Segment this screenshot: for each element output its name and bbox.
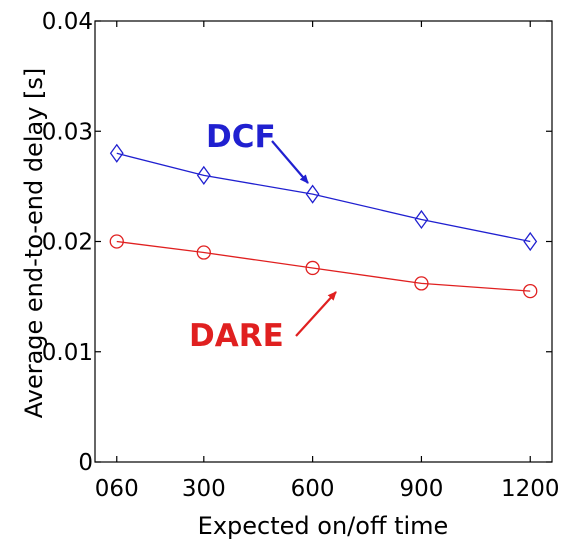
x-tick-label: 060	[95, 476, 139, 502]
plot-frame	[94, 20, 553, 463]
x-tick-label: 300	[182, 476, 226, 502]
series-line-dcf	[116, 152, 531, 243]
axes: 0 0.01 0.02 0.03 0.04 060 300 600 900 1200	[42, 9, 560, 502]
series-line-dare	[116, 240, 531, 292]
x-tick-label: 600	[291, 476, 335, 502]
y-tick-label: 0.02	[42, 230, 93, 256]
x-tick-label: 900	[399, 476, 443, 502]
data-point-dcf	[414, 209, 429, 230]
series-layer	[109, 143, 538, 299]
data-point-dare	[414, 276, 429, 291]
data-point-dcf	[109, 143, 124, 163]
y-tick-label: 0	[78, 450, 93, 476]
plot-area	[94, 20, 553, 463]
data-point-dare	[523, 283, 538, 299]
x-tick-label: 1200	[501, 476, 560, 502]
y-tick-label: 0.04	[42, 9, 93, 35]
y-tick-label: 0.03	[42, 119, 93, 145]
series-dcf	[109, 143, 538, 252]
annotation-dcf-label: DCF	[206, 119, 276, 155]
series-dare	[109, 234, 538, 299]
data-point-dcf	[523, 231, 538, 252]
annotation-dare-label: DARE	[189, 318, 284, 354]
annotation-dare-arrow	[295, 291, 337, 337]
annotations: DCF DARE	[189, 119, 337, 354]
data-point-dcf	[196, 165, 211, 185]
annotation-dcf-arrow	[271, 140, 309, 184]
data-point-dare	[109, 234, 124, 249]
data-point-dare	[305, 260, 320, 276]
data-point-dcf	[305, 184, 320, 204]
x-axis-label: Expected on/off time	[198, 512, 449, 540]
y-axis-label: Average end-to-end delay [s]	[20, 68, 48, 419]
y-tick-label: 0.01	[42, 340, 93, 366]
data-point-dare	[196, 245, 211, 260]
